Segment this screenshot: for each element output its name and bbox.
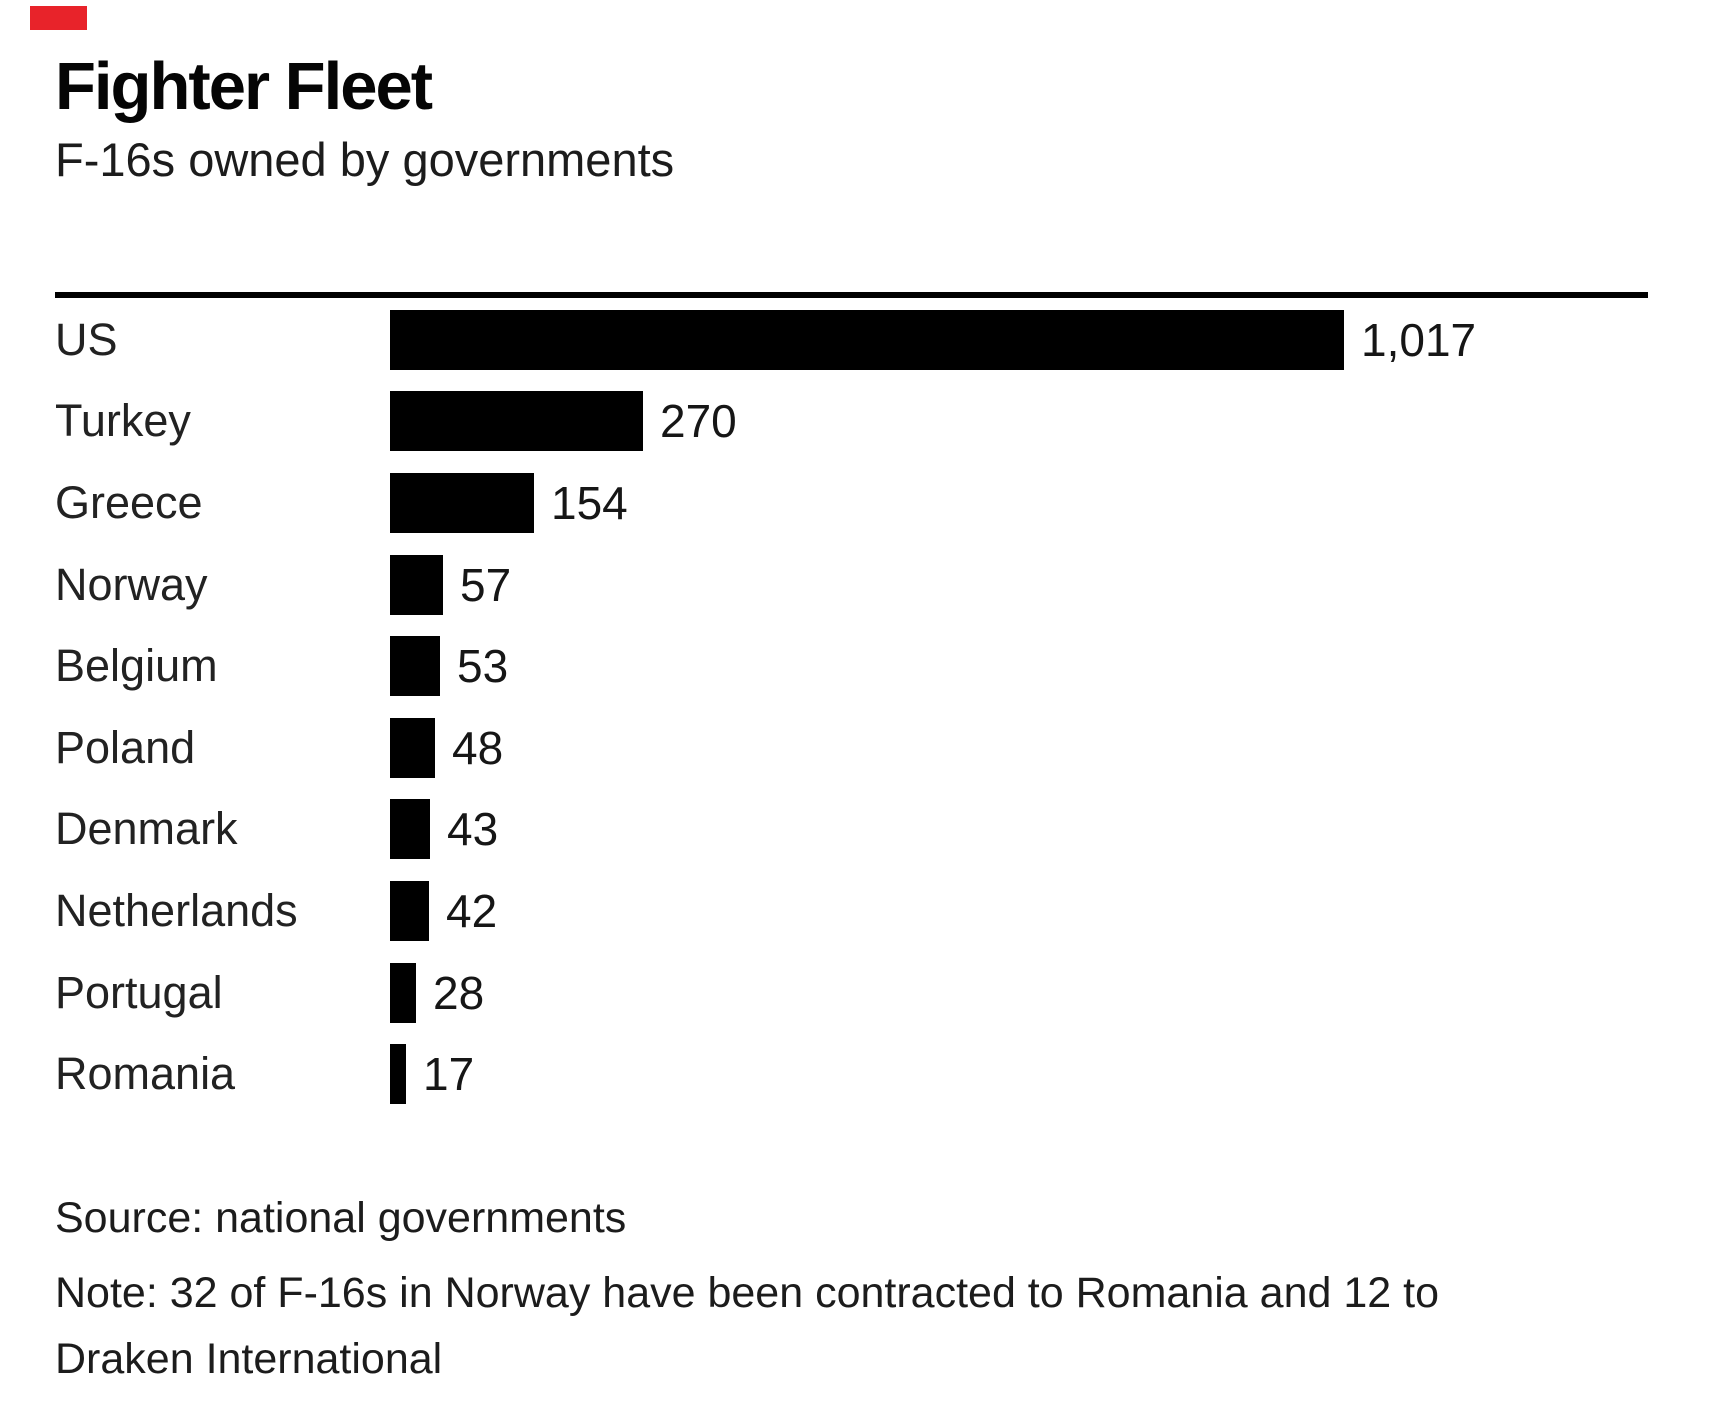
value-label: 1,017 <box>1361 313 1477 366</box>
top-rule <box>55 292 1648 298</box>
bar-row: US 1,017 <box>55 299 1648 381</box>
category-label: Norway <box>55 558 208 610</box>
value-label: 57 <box>460 558 512 611</box>
bar-row: Turkey 270 <box>55 381 1648 463</box>
bar-row: Belgium 53 <box>55 625 1648 707</box>
bar-row: Denmark 43 <box>55 789 1648 871</box>
category-label: Poland <box>55 721 196 773</box>
source-text: Source: national governments <box>55 1194 627 1242</box>
bar-row: Norway 57 <box>55 544 1648 626</box>
bar-row: Poland 48 <box>55 707 1648 789</box>
bar-row: Greece 154 <box>55 462 1648 544</box>
value-label: 154 <box>551 476 628 529</box>
category-label: US <box>55 313 118 365</box>
category-label: Portugal <box>55 966 223 1018</box>
bar <box>390 1044 406 1105</box>
bar <box>390 636 440 697</box>
chart-subtitle: F-16s owned by governments <box>55 133 675 186</box>
value-label: 17 <box>423 1048 475 1101</box>
category-label: Romania <box>55 1048 236 1100</box>
note-text: Note: 32 of F-16s in Norway have been co… <box>55 1269 1439 1383</box>
bar <box>390 962 416 1023</box>
chart-title: Fighter Fleet <box>55 49 433 124</box>
bar-row: Portugal 28 <box>55 952 1648 1034</box>
value-label: 270 <box>660 395 737 448</box>
category-label: Denmark <box>55 803 238 855</box>
category-label: Turkey <box>55 395 191 447</box>
bar-chart: US 1,017 Turkey 270 Greece 154 Norway 57… <box>55 299 1648 1115</box>
bar <box>390 880 429 941</box>
red-marker <box>30 6 87 30</box>
category-label: Belgium <box>55 640 218 692</box>
bar <box>390 391 643 452</box>
value-label: 43 <box>447 803 499 856</box>
bar <box>390 309 1344 370</box>
value-label: 48 <box>452 721 504 774</box>
bar <box>390 472 534 533</box>
category-label: Greece <box>55 476 203 528</box>
bar <box>390 554 443 615</box>
bar-row: Netherlands 42 <box>55 870 1648 952</box>
value-label: 53 <box>457 640 509 693</box>
value-label: 28 <box>433 966 485 1019</box>
value-label: 42 <box>446 884 498 937</box>
bar <box>390 717 435 778</box>
category-label: Netherlands <box>55 884 298 936</box>
bar-row: Romania 17 <box>55 1033 1648 1115</box>
bar <box>390 799 430 860</box>
